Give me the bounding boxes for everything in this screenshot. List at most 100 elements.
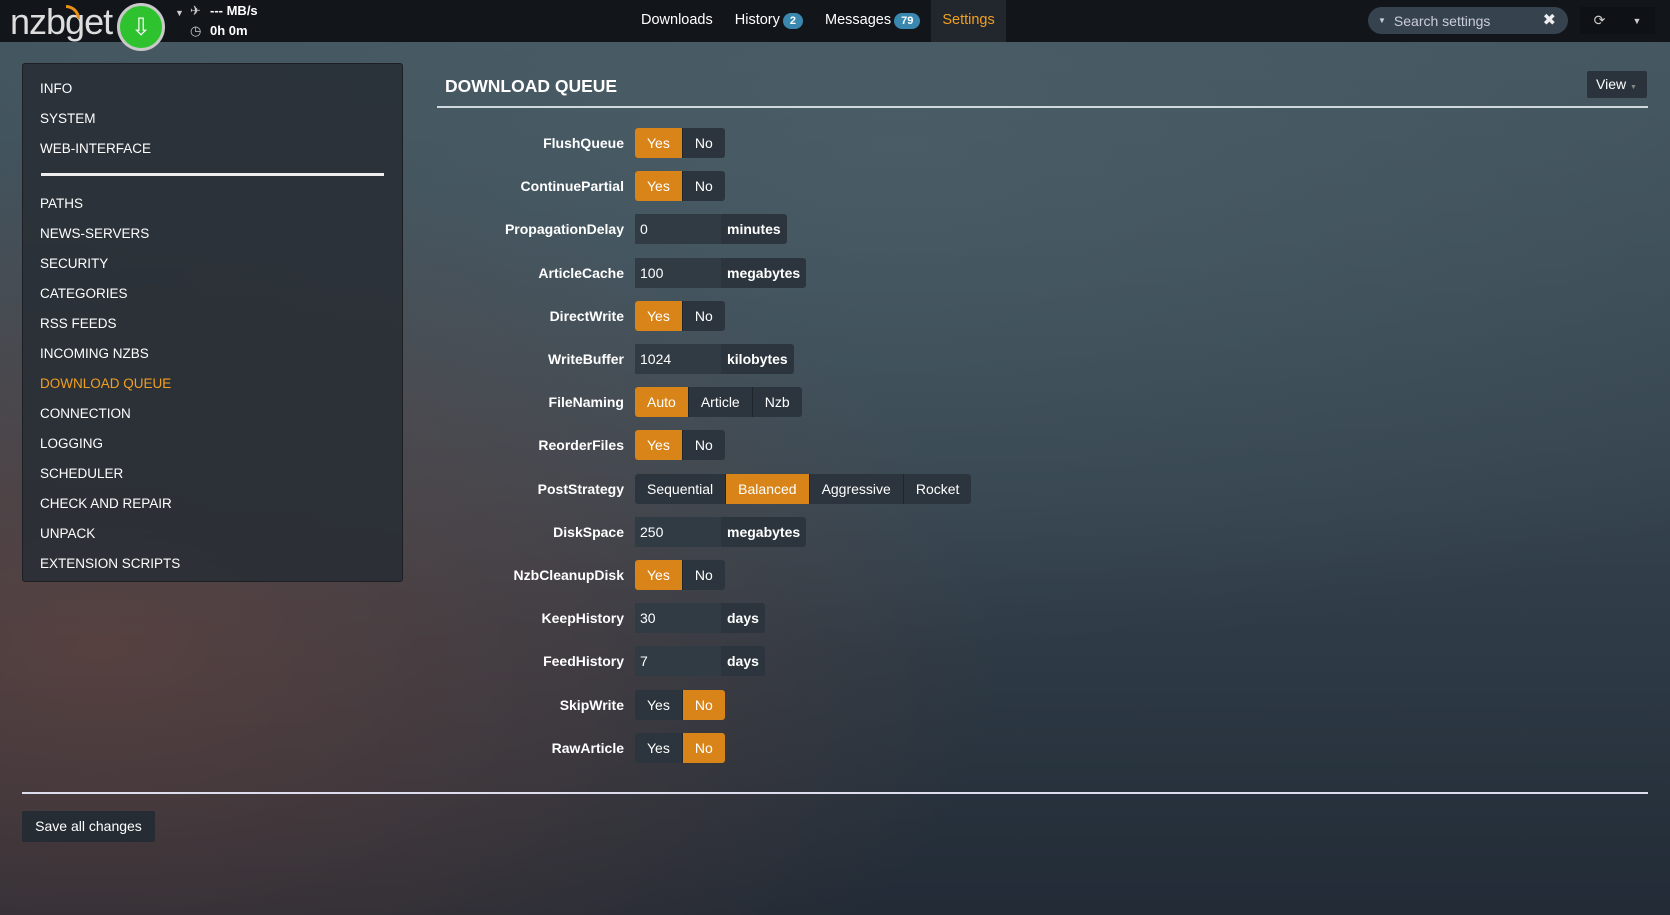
- option-yes-button[interactable]: Yes: [635, 560, 683, 590]
- keephistory-input[interactable]: 30: [635, 603, 721, 634]
- sidebar-item-extension-scripts[interactable]: EXTENSION SCRIPTS: [40, 556, 181, 571]
- unit-label: minutes: [727, 221, 781, 238]
- setting-label: FileNaming: [548, 394, 624, 411]
- tab-label: Messages: [825, 12, 892, 28]
- refresh-icon[interactable]: ⟳: [1593, 12, 1606, 28]
- setting-label: FlushQueue: [543, 135, 624, 151]
- setting-row-poststrategy: PostStrategy Sequential Balanced Aggressive…: [437, 473, 972, 504]
- setting-row-directwrite: DirectWrite Yes No: [437, 300, 725, 331]
- caret-icon: ▼: [1378, 16, 1386, 25]
- feedhistory-input[interactable]: 7: [635, 646, 721, 677]
- option-article-button[interactable]: Article: [689, 387, 753, 418]
- refresh-group: ⟳ ▼: [1580, 7, 1655, 34]
- sidebar-item-connection[interactable]: CONNECTION: [40, 406, 131, 421]
- save-all-changes-button[interactable]: Save all changes: [22, 811, 155, 842]
- writebuffer-input[interactable]: 1024: [635, 344, 721, 374]
- option-switch: Yes No: [635, 430, 725, 461]
- sidebar-item-categories[interactable]: CATEGORIES: [40, 286, 128, 301]
- sidebar-item-download-queue[interactable]: DOWNLOAD QUEUE: [40, 376, 172, 391]
- option-yes-button[interactable]: Yes: [635, 128, 683, 158]
- chevron-down-icon[interactable]: ▼: [175, 8, 184, 18]
- divider: [437, 106, 1648, 108]
- option-balanced-button[interactable]: Balanced: [726, 473, 810, 504]
- setting-row-articlecache: ArticleCache 100 megabytes: [437, 257, 807, 288]
- setting-row-writebuffer: WriteBuffer 1024 kilobytes: [437, 344, 794, 374]
- tab-label: History: [734, 12, 780, 28]
- articlecache-input[interactable]: 100: [635, 257, 721, 288]
- option-switch: Yes No: [635, 689, 725, 720]
- setting-label: RawArticle: [551, 739, 624, 756]
- sidebar-item-check-and-repair[interactable]: CHECK AND REPAIR: [40, 496, 172, 511]
- setting-row-continuepartial: ContinuePartial Yes No: [437, 171, 725, 202]
- option-no-button[interactable]: No: [682, 689, 725, 720]
- tab-downloads[interactable]: Downloads: [630, 0, 724, 42]
- option-yes-button[interactable]: Yes: [635, 430, 683, 461]
- tab-settings[interactable]: Settings: [931, 0, 1006, 42]
- wifi-icon: [66, 5, 80, 19]
- sidebar-item-web-interface[interactable]: WEB-INTERFACE: [40, 141, 152, 156]
- setting-row-reorderfiles: ReorderFiles Yes No: [437, 430, 725, 461]
- sidebar-item-security[interactable]: SECURITY: [40, 256, 109, 271]
- setting-label: DirectWrite: [549, 307, 624, 324]
- sidebar-item-unpack[interactable]: UNPACK: [40, 526, 96, 541]
- option-no-button[interactable]: No: [694, 567, 713, 583]
- logo: nzbget: [10, 2, 113, 42]
- setting-row-rawarticle: RawArticle Yes No: [437, 732, 725, 763]
- option-no-button[interactable]: No: [694, 437, 713, 454]
- setting-row-keephistory: KeepHistory 30 days: [437, 603, 765, 634]
- setting-field: 30 days: [635, 603, 765, 634]
- pause-resume-button[interactable]: ⇩: [117, 3, 165, 51]
- setting-label: KeepHistory: [541, 610, 624, 627]
- sidebar-item-news-servers[interactable]: NEWS-SERVERS: [40, 226, 150, 241]
- option-no-button[interactable]: No: [694, 178, 713, 195]
- option-aggressive-button[interactable]: Aggressive: [810, 473, 904, 504]
- option-no-button[interactable]: No: [694, 135, 713, 151]
- unit-label: days: [727, 653, 759, 670]
- setting-field: 1024 kilobytes: [635, 344, 794, 374]
- setting-label: ContinuePartial: [520, 178, 624, 195]
- option-sequential-button[interactable]: Sequential: [635, 473, 727, 504]
- setting-label: PostStrategy: [537, 480, 624, 497]
- setting-label: SkipWrite: [559, 696, 624, 713]
- tab-messages[interactable]: Messages 79: [814, 0, 931, 42]
- sidebar-item-scheduler[interactable]: SCHEDULER: [40, 466, 124, 481]
- setting-label: DiskSpace: [553, 523, 624, 540]
- option-yes-button[interactable]: Yes: [635, 732, 683, 763]
- search-settings-input[interactable]: ▼ Search settings ✖: [1368, 7, 1568, 34]
- setting-label: ArticleCache: [538, 264, 624, 281]
- option-yes-button[interactable]: Yes: [635, 300, 683, 331]
- plane-icon: ✈: [190, 3, 201, 18]
- chevron-down-icon[interactable]: ▼: [1632, 15, 1642, 26]
- top-navbar: nzbget ⇩ ▼ ✈ --- MB/s ◷ 0h 0m Downloads His…: [0, 0, 1670, 51]
- clear-icon[interactable]: ✖: [1542, 12, 1556, 29]
- diskspace-input[interactable]: 250: [635, 516, 721, 547]
- sidebar-item-incoming-nzbs[interactable]: INCOMING NZBS: [40, 346, 149, 361]
- option-no-button[interactable]: No: [682, 732, 725, 763]
- chevron-down-icon: ▼: [1629, 84, 1637, 91]
- sidebar-divider: [41, 173, 384, 176]
- option-yes-button[interactable]: Yes: [635, 689, 683, 720]
- count-badge: 79: [894, 13, 921, 29]
- search-placeholder: Search settings: [1393, 12, 1491, 29]
- view-button[interactable]: View ▼: [1587, 71, 1647, 98]
- unit-label: kilobytes: [727, 351, 788, 367]
- unit-label: megabytes: [727, 264, 801, 281]
- setting-label: ReorderFiles: [538, 437, 624, 454]
- tab-history[interactable]: History 2: [724, 0, 814, 42]
- option-auto-button[interactable]: Auto: [635, 387, 689, 418]
- propagationdelay-input[interactable]: 0: [635, 214, 721, 245]
- option-nzb-button[interactable]: Nzb: [764, 394, 790, 411]
- option-yes-button[interactable]: Yes: [635, 171, 683, 202]
- unit-label: days: [727, 610, 759, 627]
- option-rocket-button[interactable]: Rocket: [915, 480, 960, 497]
- divider: [22, 792, 1648, 794]
- sidebar-item-system[interactable]: SYSTEM: [40, 111, 96, 126]
- sidebar-item-rss-feeds[interactable]: RSS FEEDS: [40, 316, 117, 331]
- option-no-button[interactable]: No: [694, 307, 713, 324]
- sidebar-item-info[interactable]: INFO: [40, 81, 73, 96]
- sidebar-item-logging[interactable]: LOGGING: [40, 436, 104, 451]
- sidebar-item-paths[interactable]: PATHS: [40, 196, 84, 211]
- option-switch: Yes No: [635, 128, 725, 158]
- status-info[interactable]: ✈ --- MB/s ◷ 0h 0m: [190, 1, 258, 41]
- count-badge: 2: [782, 13, 803, 29]
